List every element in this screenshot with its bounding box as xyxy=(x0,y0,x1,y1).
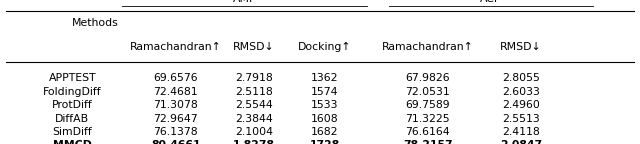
Text: 1608: 1608 xyxy=(311,114,339,124)
Text: 2.4118: 2.4118 xyxy=(502,127,540,137)
Text: 71.3225: 71.3225 xyxy=(406,114,450,124)
Text: Ramachandran↑: Ramachandran↑ xyxy=(130,42,221,52)
Text: 78.2157: 78.2157 xyxy=(403,140,452,144)
Text: 71.3078: 71.3078 xyxy=(154,100,198,110)
Text: 1728: 1728 xyxy=(310,140,340,144)
Text: 69.7589: 69.7589 xyxy=(406,100,450,110)
Text: 2.0847: 2.0847 xyxy=(500,140,542,144)
Text: RMSD↓: RMSD↓ xyxy=(500,42,541,52)
Text: 2.1004: 2.1004 xyxy=(235,127,273,137)
Text: 1533: 1533 xyxy=(311,100,339,110)
Text: 72.9647: 72.9647 xyxy=(154,114,198,124)
Text: ACP: ACP xyxy=(480,0,502,4)
Text: AMP: AMP xyxy=(233,0,257,4)
Text: 1574: 1574 xyxy=(311,87,339,97)
Text: 2.3844: 2.3844 xyxy=(236,114,273,124)
Text: 2.8055: 2.8055 xyxy=(502,73,540,83)
Text: Ramachandran↑: Ramachandran↑ xyxy=(382,42,474,52)
Text: FoldingDiff: FoldingDiff xyxy=(43,87,102,97)
Text: SimDiff: SimDiff xyxy=(52,127,92,137)
Text: APPTEST: APPTEST xyxy=(49,73,96,83)
Text: 76.1378: 76.1378 xyxy=(154,127,198,137)
Text: RMSD↓: RMSD↓ xyxy=(234,42,275,52)
Text: 72.4681: 72.4681 xyxy=(154,87,198,97)
Text: Docking↑: Docking↑ xyxy=(298,42,352,52)
Text: 76.6164: 76.6164 xyxy=(406,127,450,137)
Text: 2.5544: 2.5544 xyxy=(236,100,273,110)
Text: 69.6576: 69.6576 xyxy=(154,73,198,83)
Text: 1682: 1682 xyxy=(311,127,339,137)
Text: 67.9826: 67.9826 xyxy=(406,73,450,83)
Text: MMCD: MMCD xyxy=(53,140,92,144)
Text: 2.5513: 2.5513 xyxy=(502,114,540,124)
Text: 2.5118: 2.5118 xyxy=(236,87,273,97)
Text: ProtDiff: ProtDiff xyxy=(52,100,93,110)
Text: 2.4960: 2.4960 xyxy=(502,100,540,110)
Text: 2.7918: 2.7918 xyxy=(236,73,273,83)
Text: 80.4661: 80.4661 xyxy=(151,140,200,144)
Text: Methods: Methods xyxy=(72,18,119,28)
Text: DiffAB: DiffAB xyxy=(55,114,90,124)
Text: 72.0531: 72.0531 xyxy=(406,87,451,97)
Text: 2.6033: 2.6033 xyxy=(502,87,540,97)
Text: 1362: 1362 xyxy=(311,73,339,83)
Text: 1.8278: 1.8278 xyxy=(233,140,275,144)
